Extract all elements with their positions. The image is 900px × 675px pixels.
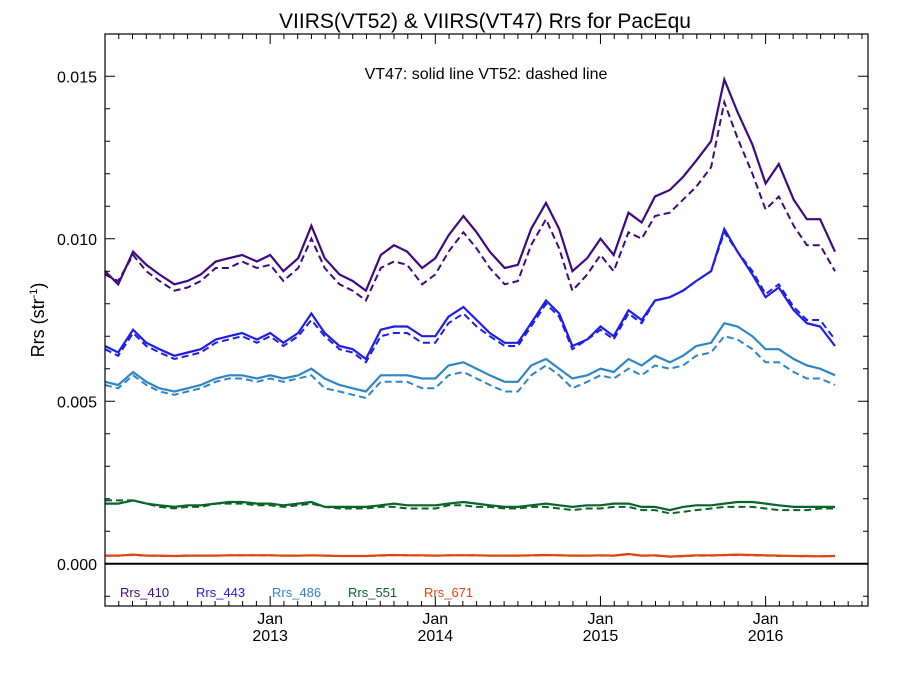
legend: Rrs_410 Rrs_443 Rrs_486 Rrs_551 Rrs_671 [120,585,473,600]
series-line-rrs-410-vt52 [104,98,836,303]
y-tick-label: 0.010 [57,232,97,249]
y-tick-label: 0.000 [57,557,97,574]
plot-frame [104,33,869,607]
legend-entry-rrs-551: Rrs_551 [348,585,397,600]
series-line-rrs-671-vt47 [105,552,836,558]
legend-entry-rrs-486: Rrs_486 [272,585,321,600]
y-axis: 0.000 0.005 0.010 0.015 [57,69,868,597]
y-tick-label: 0.015 [57,69,97,86]
x-tick-year-label: 2015 [583,628,619,645]
legend-entry-rrs-443: Rrs_443 [196,585,245,600]
legend-entry-rrs-671: Rrs_671 [424,585,473,600]
series-line-rrs-551-vt47 [105,499,835,512]
series-line-rrs-551-vt52 [105,499,835,515]
series-layer [104,75,836,558]
x-tick-month-label: Jan [257,611,283,628]
legend-entry-rrs-410: Rrs_410 [120,585,169,600]
x-tick-year-label: 2016 [748,628,784,645]
x-tick-year-label: 2014 [418,628,454,645]
x-tick-month-label: Jan [422,611,448,628]
x-tick-year-label: 2013 [252,628,288,645]
series-line-rrs-486-vt47 [104,321,836,393]
y-axis-label-close: ) [28,283,48,289]
series-line-rrs-486-vt52 [104,335,836,400]
y-axis-label-superscript: -1 [28,289,40,299]
x-tick-month-label: Jan [753,611,779,628]
series-line-rrs-443-vt47 [104,226,836,361]
chart-title: VIIRS(VT52) & VIIRS(VT47) Rrs for PacEqu [279,10,691,33]
y-axis-label-main: Rrs (str [28,298,48,357]
series-line-rrs-443-vt52 [104,230,836,364]
series-line-rrs-410-vt47 [104,75,836,293]
y-axis-label: Rrs (str-1) [28,283,48,358]
x-tick-month-label: Jan [588,611,614,628]
y-tick-label: 0.005 [57,394,97,411]
line-style-annotation: VT47: solid line VT52: dashed line [365,66,608,83]
